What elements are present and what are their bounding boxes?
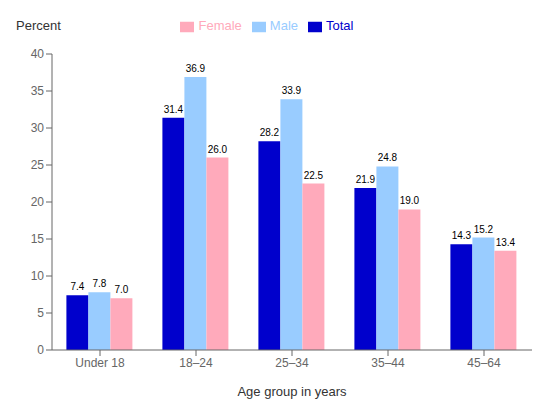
svg-text:31.4: 31.4 xyxy=(164,104,184,115)
svg-text:35: 35 xyxy=(31,84,45,98)
svg-text:19.0: 19.0 xyxy=(400,195,420,206)
svg-text:35–44: 35–44 xyxy=(371,356,405,370)
svg-text:7.8: 7.8 xyxy=(92,278,106,289)
html-text:Female: Female xyxy=(198,18,242,33)
svg-text:5: 5 xyxy=(37,306,44,320)
svg-text:Age group in years: Age group in years xyxy=(237,384,347,399)
svg-text:15: 15 xyxy=(31,232,45,246)
svg-text:13.4: 13.4 xyxy=(496,237,516,248)
svg-text:18–24: 18–24 xyxy=(179,356,213,370)
svg-text:7.4: 7.4 xyxy=(70,281,84,292)
svg-text:7.0: 7.0 xyxy=(114,284,128,295)
html-text:Male: Male xyxy=(269,18,298,33)
svg-text:33.9: 33.9 xyxy=(282,85,302,96)
html-text:Total: Total xyxy=(326,18,354,33)
svg-text:0: 0 xyxy=(37,343,44,357)
svg-text:25: 25 xyxy=(31,158,45,172)
svg-text:21.9: 21.9 xyxy=(356,174,376,185)
svg-text:28.2: 28.2 xyxy=(260,127,280,138)
svg-text:40: 40 xyxy=(31,47,45,61)
svg-text:26.0: 26.0 xyxy=(208,144,228,155)
svg-text:15.2: 15.2 xyxy=(474,224,494,235)
svg-text:25–34: 25–34 xyxy=(275,356,309,370)
svg-text:Under 18: Under 18 xyxy=(75,356,125,370)
html-text:Percent: Percent xyxy=(16,18,61,33)
svg-text:14.3: 14.3 xyxy=(452,230,472,241)
svg-text:36.9: 36.9 xyxy=(186,63,206,74)
svg-text:10: 10 xyxy=(31,269,45,283)
svg-text:45–64: 45–64 xyxy=(467,356,501,370)
svg-text:22.5: 22.5 xyxy=(304,170,324,181)
svg-text:20: 20 xyxy=(31,195,45,209)
svg-text:30: 30 xyxy=(31,121,45,135)
svg-text:24.8: 24.8 xyxy=(378,152,398,163)
